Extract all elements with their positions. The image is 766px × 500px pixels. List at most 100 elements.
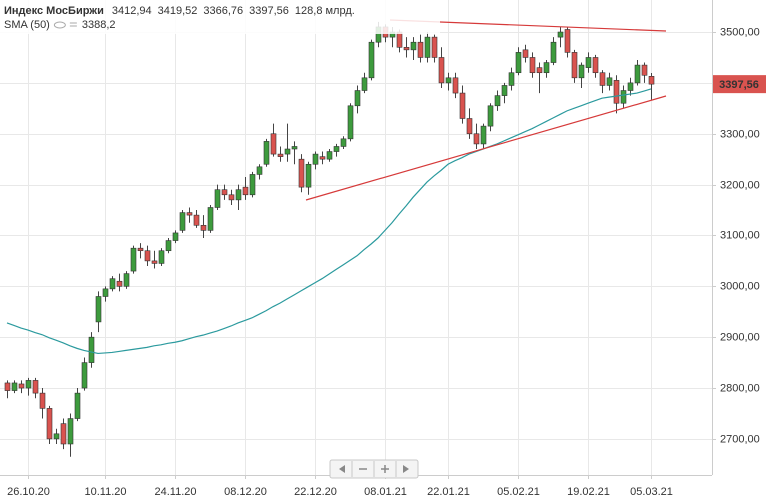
candle-body — [543, 62, 550, 74]
candle-body — [200, 224, 207, 231]
y-tick-label: 3200,00 — [720, 179, 760, 191]
candle-body — [438, 57, 445, 84]
candle-body — [277, 153, 284, 157]
legend-ohlc: 3397,56 — [249, 5, 289, 17]
candle-body — [354, 90, 361, 107]
candle-body — [151, 260, 158, 264]
scroll-buttons[interactable] — [329, 459, 419, 479]
candle-body — [235, 189, 242, 201]
x-tick-label: 26.10.20 — [7, 486, 50, 498]
candle-body — [214, 189, 221, 208]
trend-line — [305, 95, 667, 201]
legend-volume: 128,8 млрд. — [295, 5, 355, 17]
candle-body — [368, 41, 375, 79]
candle-body — [634, 64, 641, 84]
candle-body — [571, 52, 578, 79]
zoom-in-button[interactable] — [381, 465, 389, 473]
candle-body — [249, 174, 256, 196]
visibility-icon — [53, 21, 66, 29]
candle-body — [305, 163, 312, 188]
candle-body — [32, 380, 39, 394]
candle-body — [487, 105, 494, 127]
y-tick-label: 2700,00 — [720, 433, 760, 445]
candle-body — [550, 41, 557, 63]
legend-background — [0, 0, 440, 34]
candle-body — [291, 146, 298, 150]
scroll-right-button[interactable] — [403, 465, 409, 473]
legend-ohlc: 3366,76 — [203, 5, 243, 17]
legend-ohlc: 3419,52 — [158, 5, 198, 17]
candle-body — [648, 76, 655, 85]
candle-body — [18, 383, 25, 389]
candle-body — [620, 90, 627, 104]
settings-icon — [69, 22, 77, 27]
candle-body — [25, 380, 32, 389]
y-tick-label: 2900,00 — [720, 331, 760, 343]
candle-body — [270, 133, 277, 155]
candle-body — [480, 125, 487, 145]
candle-body — [592, 57, 599, 74]
candle-body — [424, 36, 431, 58]
x-tick-label: 22.12.20 — [294, 486, 337, 498]
candle-body — [74, 392, 81, 419]
candle-body — [494, 95, 501, 107]
y-tick-label: 2800,00 — [720, 382, 760, 394]
last-price-label: 3397,56 — [719, 79, 759, 91]
candle-body — [109, 278, 116, 290]
candle-body — [333, 146, 340, 152]
last-price-tag — [713, 75, 766, 94]
x-tick-label: 05.02.21 — [497, 486, 540, 498]
candle-body — [417, 41, 424, 58]
candle-body — [193, 214, 200, 226]
candle-body — [88, 336, 95, 363]
y-tick-label: 3000,00 — [720, 280, 760, 292]
candle-body — [396, 31, 403, 48]
candle-body — [466, 118, 473, 135]
legend-sma-value: 3388,2 — [82, 19, 116, 31]
candle-body — [445, 77, 452, 84]
axis-labels: 2700,00 2800,00 2900,00 3000,00 3100,00 3200,… — [7, 26, 766, 498]
candle-body — [284, 148, 291, 155]
candle-body — [165, 240, 172, 252]
candle-body — [179, 212, 186, 231]
candle-body — [11, 382, 18, 391]
candle-body — [207, 207, 214, 231]
candle-body — [459, 92, 466, 119]
candle-body — [557, 31, 564, 38]
scroll-left-button[interactable] — [339, 465, 345, 473]
candle-body — [473, 133, 480, 145]
candle-body — [361, 77, 368, 91]
candle-body — [585, 57, 592, 68]
candle-body — [613, 80, 620, 104]
candle-body — [60, 423, 67, 445]
candle-body — [81, 362, 88, 389]
candle-body — [95, 296, 102, 323]
x-tick-label: 24.11.20 — [154, 486, 196, 498]
candle-body — [529, 57, 536, 74]
candle-body — [172, 232, 179, 241]
candle-body — [522, 49, 529, 58]
candle-body — [186, 212, 193, 216]
candle-body — [599, 72, 606, 86]
legend-sma-name: SMA (50) — [4, 19, 50, 31]
candle-body — [242, 186, 249, 196]
candle-body — [578, 64, 585, 79]
candle-body — [606, 77, 613, 86]
y-tick-label: 3300,00 — [720, 128, 760, 140]
candle-body — [158, 250, 165, 264]
candle-body — [298, 158, 305, 188]
legend-ohlc: 3412,94 — [112, 5, 152, 17]
legend-title: Индекс МосБиржи — [4, 5, 104, 17]
plot-area — [4, 21, 655, 457]
candle-body — [130, 247, 137, 272]
legend: Индекс МосБиржи 3412,94 3419,52 3366,76 3397… — [0, 0, 440, 34]
candle-body — [53, 433, 60, 440]
x-tick-label: 10.11.20 — [84, 486, 126, 498]
y-tick-label: 3100,00 — [720, 229, 760, 241]
candle-body — [102, 288, 109, 297]
candle-body — [221, 189, 228, 196]
candle-body — [501, 85, 508, 96]
candle-body — [431, 36, 438, 58]
candle-body — [228, 194, 235, 201]
candle-body — [403, 46, 410, 51]
